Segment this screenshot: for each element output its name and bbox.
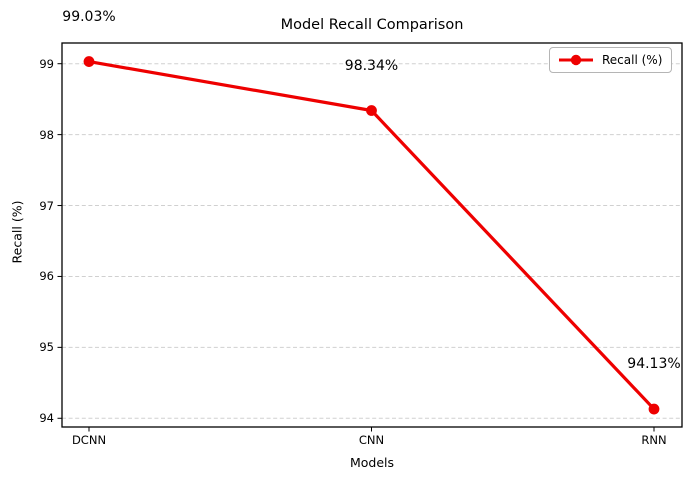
legend-label: Recall (%)	[602, 53, 663, 67]
x-axis-label: Models	[349, 455, 395, 470]
x-tick-label: RNN	[641, 433, 667, 447]
y-tick-label: 96	[39, 269, 54, 284]
legend: Recall (%)	[549, 47, 673, 73]
y-tick-label: 94	[39, 411, 54, 426]
y-tick-label: 95	[39, 340, 54, 355]
data-label-rnn: 94.13%	[627, 356, 681, 373]
legend-line-marker-icon	[559, 54, 593, 66]
y-tick-label: 98	[39, 127, 54, 142]
chart-title: Model Recall Comparison	[280, 17, 464, 33]
x-tick-label: DCNN	[71, 433, 107, 447]
data-label-dcnn: 99.03%	[62, 8, 116, 25]
y-tick-label: 97	[39, 198, 54, 213]
y-tick-label: 99	[39, 56, 54, 71]
data-label-cnn: 98.34%	[344, 57, 399, 74]
x-tick-label: CNN	[358, 433, 385, 447]
